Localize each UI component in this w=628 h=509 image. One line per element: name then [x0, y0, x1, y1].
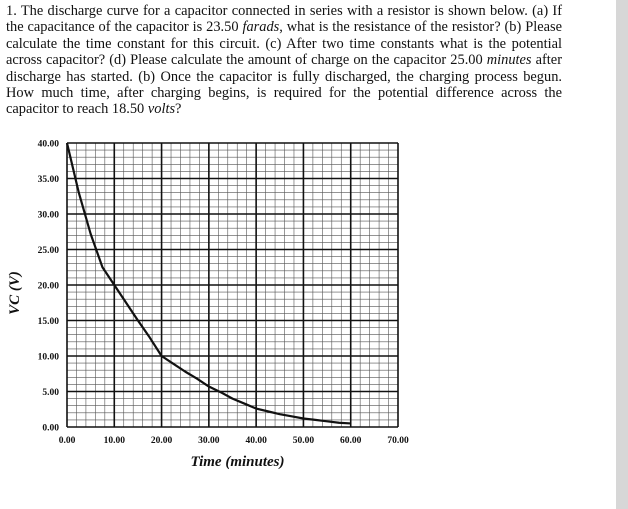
problem-statement: 1. The discharge curve for a capacitor c…	[6, 3, 562, 118]
y-tick-label: 0.00	[42, 424, 59, 434]
y-tick-label: 35.00	[38, 175, 60, 185]
y-tick-label: 10.00	[38, 353, 60, 363]
y-tick-label: 40.00	[38, 140, 60, 150]
y-tick-label: 5.00	[42, 388, 59, 398]
x-axis-label: Time (minutes)	[190, 454, 284, 470]
time-value: 25.00	[450, 52, 487, 69]
farads-unit: farads	[242, 19, 280, 36]
page-edge-bar	[616, 0, 628, 509]
y-tick-label: 20.00	[38, 282, 60, 292]
y-tick-label: 15.00	[38, 317, 60, 327]
x-tick-label: 50.00	[293, 436, 315, 446]
capacitance-value: 23.50	[206, 19, 243, 36]
problem-text-1: 1. The discharge curve for a capacitor c…	[6, 3, 562, 36]
discharge-curve	[65, 142, 351, 425]
x-tick-label: 70.00	[387, 436, 409, 446]
x-tick-label: 30.00	[198, 436, 220, 446]
problem-text-end: ?	[175, 101, 182, 118]
y-tick-label: 25.00	[38, 246, 60, 256]
minutes-unit: minutes	[486, 52, 532, 69]
problem-text-2: , what is the resistance of the resistor…	[6, 19, 562, 69]
x-tick-label: 10.00	[104, 436, 126, 446]
y-axis-label: VC (V)	[7, 271, 23, 315]
voltage-value: 18.50	[111, 101, 148, 118]
x-tick-label: 0.00	[59, 436, 76, 446]
volts-unit: volts	[147, 101, 176, 118]
x-tick-label: 60.00	[340, 436, 362, 446]
x-tick-label: 40.00	[245, 436, 267, 446]
x-tick-label: 20.00	[151, 436, 173, 446]
problem-text-3: after discharge has started. (b) Once th…	[6, 52, 562, 118]
y-tick-label: 30.00	[38, 211, 60, 221]
